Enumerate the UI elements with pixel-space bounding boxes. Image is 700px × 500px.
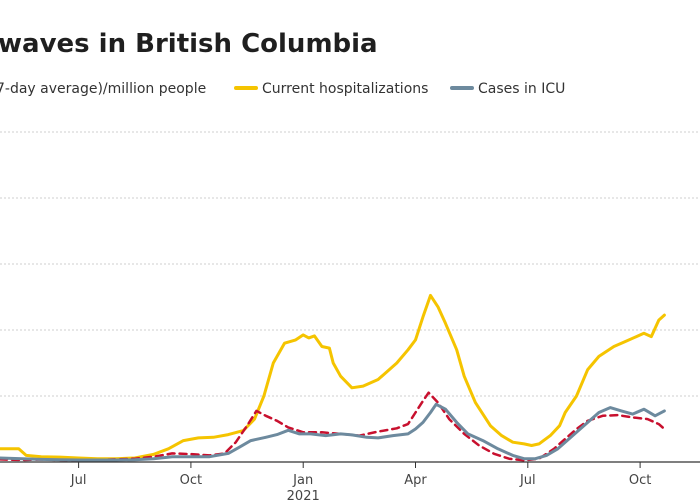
x-tick-label-5: Oct xyxy=(629,473,651,488)
series-layer xyxy=(0,293,666,462)
legend-label-cases: 7-day average)/million people xyxy=(0,81,206,97)
legend: 7-day average)/million people Current ho… xyxy=(0,81,565,97)
grid xyxy=(0,131,700,397)
legend-label-icu: Cases in ICU xyxy=(478,81,565,97)
x-tick-label-3: Apr xyxy=(404,473,427,488)
x-tick-sublabel-2: 2021 xyxy=(287,489,320,500)
series-line-hosp xyxy=(0,293,666,461)
legend-label-hosp: Current hospitalizations xyxy=(262,81,428,97)
x-tick-label-2: Jan xyxy=(292,473,313,488)
series-line-cases xyxy=(0,391,666,462)
series-line-icu xyxy=(0,402,666,462)
chart-title: waves in British Columbia xyxy=(0,29,378,59)
x-tick-label-1: Oct xyxy=(180,473,202,488)
x-tick-label-0: Jul xyxy=(70,473,87,488)
x-tick-label-4: Jul xyxy=(519,473,536,488)
